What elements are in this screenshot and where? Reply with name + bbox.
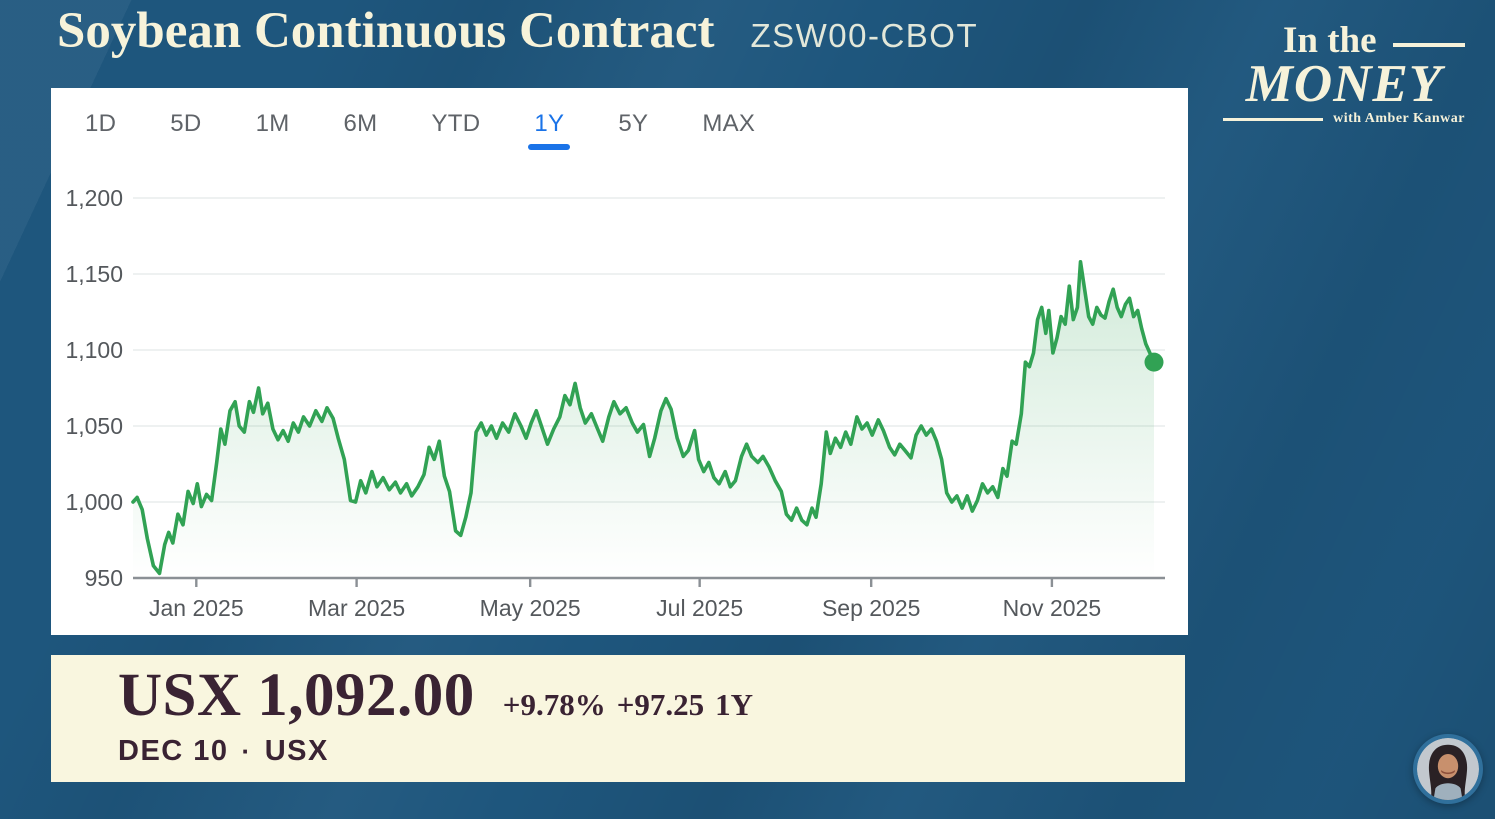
- host-portrait-art: [1417, 738, 1479, 800]
- y-tick-label: 1,100: [65, 337, 123, 363]
- x-tick-label: Mar 2025: [308, 595, 405, 621]
- tab-5y[interactable]: 5Y: [618, 110, 649, 137]
- logo-rule-top: [1392, 42, 1465, 47]
- change-group: +9.78% +97.25 1Y: [503, 687, 753, 723]
- show-logo: In the MONEY with Amber Kanwar: [1223, 22, 1465, 127]
- y-tick-label: 950: [85, 565, 123, 591]
- tab-max[interactable]: MAX: [702, 110, 756, 137]
- quote-sub-row: DEC 10 · USX: [118, 735, 329, 768]
- change-period: 1Y: [715, 687, 754, 722]
- logo-bottom-row: with Amber Kanwar: [1223, 111, 1465, 127]
- x-tick-label: Sep 2025: [822, 595, 920, 621]
- y-tick-label: 1,000: [65, 489, 123, 515]
- logo-rule-bottom: [1223, 117, 1324, 121]
- ticker-symbol: ZSW00-CBOT: [750, 17, 979, 54]
- separator-dot: ·: [241, 736, 252, 766]
- tab-1d[interactable]: 1D: [85, 110, 117, 137]
- tab-ytd[interactable]: YTD: [431, 110, 481, 137]
- x-tick-label: Jan 2025: [149, 595, 244, 621]
- logo-money-text: MONEY: [1245, 55, 1443, 113]
- change-percent: +9.78%: [502, 687, 606, 722]
- quote-exchange: USX: [264, 735, 329, 767]
- price-area-fill: [133, 261, 1154, 578]
- quote-main-row: USX 1,092.00 +9.78% +97.25 1Y: [118, 661, 753, 731]
- y-tick-label: 1,200: [65, 185, 123, 211]
- page-title: Soybean Continuous Contract: [57, 3, 715, 59]
- x-tick-label: May 2025: [480, 595, 581, 621]
- tab-1m[interactable]: 1M: [255, 110, 290, 137]
- logo-byline-text: with Amber Kanwar: [1333, 111, 1465, 127]
- x-tick-label: Nov 2025: [1003, 595, 1101, 621]
- price-chart-canvas[interactable]: 1,200 1,150 1,100 1,050 1,000 950 Jan 2025 Mar …: [51, 88, 1188, 635]
- last-price-marker: [1144, 352, 1164, 372]
- y-tick-label: 1,150: [65, 261, 123, 287]
- tab-6m[interactable]: 6M: [343, 110, 378, 137]
- y-tick-label: 1,050: [65, 413, 123, 439]
- tab-5d[interactable]: 5D: [170, 110, 202, 137]
- last-price: USX 1,092.00: [118, 662, 475, 729]
- logo-top-row: In the: [1223, 22, 1465, 59]
- price-line: [131, 260, 1156, 576]
- quote-panel: USX 1,092.00 +9.78% +97.25 1Y DEC 10 · U…: [51, 655, 1185, 782]
- chart-card: 1D 5D 1M 6M YTD 1Y 5Y MAX 1,200 1,150 1,10…: [51, 88, 1188, 635]
- header: Soybean Continuous Contract ZSW00-CBOT: [57, 2, 978, 60]
- change-amount: +97.25: [616, 687, 705, 722]
- host-avatar: [1413, 734, 1483, 804]
- tab-1y[interactable]: 1Y: [528, 110, 571, 150]
- range-tabs: 1D 5D 1M 6M YTD 1Y 5Y MAX: [85, 110, 755, 150]
- quote-date: DEC 10: [118, 735, 229, 767]
- logo-in-the-text: In the: [1283, 20, 1377, 61]
- x-tick-label: Jul 2025: [656, 595, 743, 621]
